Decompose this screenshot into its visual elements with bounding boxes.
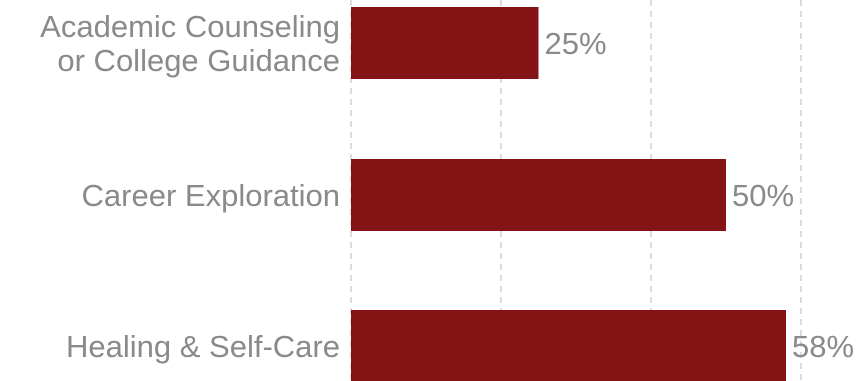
value-label-2: 58% xyxy=(792,329,854,364)
bar-0 xyxy=(351,7,539,79)
value-label-0: 25% xyxy=(545,26,607,61)
bar-1 xyxy=(351,159,726,231)
bar-2 xyxy=(351,310,786,381)
value-labels: 25% 50% 58% xyxy=(545,26,855,364)
value-label-1: 50% xyxy=(732,178,794,213)
category-label-2-0: Healing & Self-Care xyxy=(66,329,340,364)
category-label-0-1: or College Guidance xyxy=(57,43,340,78)
bars xyxy=(351,7,786,381)
category-label-1-0: Career Exploration xyxy=(82,178,340,213)
category-label-0-0: Academic Counseling xyxy=(40,9,340,44)
